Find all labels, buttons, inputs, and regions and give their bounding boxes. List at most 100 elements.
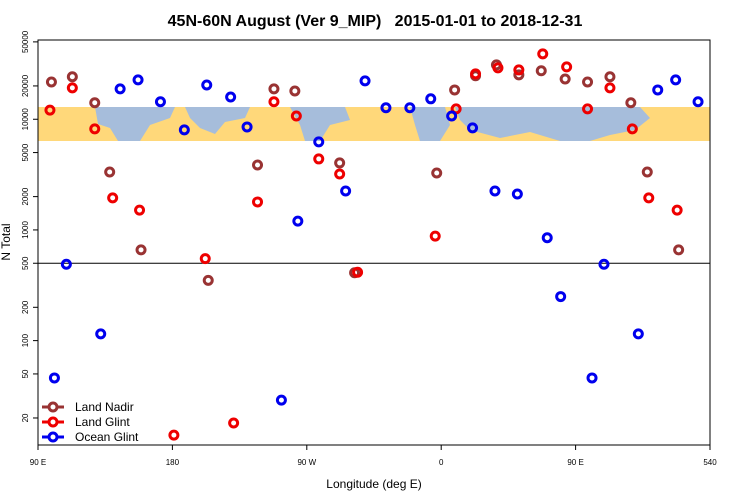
point [513, 69, 525, 81]
y-tick-label: 1000 [21, 220, 30, 238]
point [275, 394, 287, 406]
map-land [455, 107, 650, 141]
point [95, 328, 107, 340]
y-tick-label: 2000 [21, 187, 30, 205]
point [449, 84, 461, 96]
point [154, 96, 166, 108]
x-tick-label: 180 [166, 458, 180, 467]
map-land [185, 107, 250, 134]
point [268, 96, 280, 108]
y-tick-label: 500 [21, 256, 30, 270]
x-tick-label: 90 E [30, 458, 46, 467]
x-tick-label: 90 W [297, 458, 316, 467]
x-tick-label: 540 [703, 458, 717, 467]
point [114, 83, 126, 95]
point [135, 244, 147, 256]
x-axis-label: Longitude (deg E) [326, 477, 421, 491]
y-tick-label: 100 [21, 333, 30, 347]
point [340, 185, 352, 197]
series [48, 74, 704, 406]
point [643, 192, 655, 204]
point [555, 291, 567, 303]
point [604, 82, 616, 94]
point [132, 74, 144, 86]
point [632, 328, 644, 340]
point [446, 110, 458, 122]
y-tick-label: 20 [21, 413, 30, 422]
point [625, 97, 637, 109]
point [380, 102, 392, 114]
point [561, 61, 573, 73]
point [559, 73, 571, 85]
legend-label: Land Glint [75, 415, 130, 429]
point [292, 215, 304, 227]
map-land [290, 107, 350, 141]
y-tick-label: 200 [21, 300, 30, 314]
point [252, 159, 264, 171]
point [425, 93, 437, 105]
legend-marker [47, 416, 59, 428]
point [598, 258, 610, 270]
point [334, 168, 346, 180]
point [168, 429, 180, 441]
point [511, 188, 523, 200]
point [670, 74, 682, 86]
point [89, 97, 101, 109]
y-tick-label: 5000 [21, 143, 30, 161]
point [652, 84, 664, 96]
point [671, 204, 683, 216]
point [252, 196, 264, 208]
legend-label: Land Nadir [75, 400, 134, 414]
point [582, 103, 594, 115]
point [178, 124, 190, 136]
point [134, 204, 146, 216]
point [66, 71, 78, 83]
point [489, 185, 501, 197]
point [604, 71, 616, 83]
point [673, 244, 685, 256]
point [66, 82, 78, 94]
plot-frame [37, 39, 711, 446]
x-tick-label: 90 E [567, 458, 583, 467]
point [201, 79, 213, 91]
point [359, 75, 371, 87]
point [313, 136, 325, 148]
x-tick-label: 0 [439, 458, 444, 467]
point [104, 166, 116, 178]
point [334, 157, 346, 169]
point [225, 91, 237, 103]
point [692, 96, 704, 108]
point [537, 48, 549, 60]
point [626, 123, 638, 135]
point [48, 372, 60, 384]
map-land [95, 107, 175, 141]
y-axis-label: N Total [0, 223, 13, 260]
legend-marker [47, 401, 59, 413]
point [60, 258, 72, 270]
point [492, 62, 504, 74]
point [289, 85, 301, 97]
point [641, 166, 653, 178]
point [586, 372, 598, 384]
point [290, 110, 302, 122]
legend-label: Ocean Glint [75, 430, 139, 444]
point [228, 417, 240, 429]
series [44, 48, 683, 441]
point [404, 102, 416, 114]
point [202, 274, 214, 286]
point [541, 232, 553, 244]
legend-marker [47, 431, 59, 443]
point [199, 253, 211, 265]
point [513, 64, 525, 76]
map-band [38, 107, 710, 141]
y-tick-label: 20000 [21, 74, 30, 97]
point [429, 230, 441, 242]
point [45, 76, 57, 88]
y-tick-label: 50 [21, 369, 30, 378]
point [470, 68, 482, 80]
map-land [410, 107, 450, 141]
point [241, 121, 253, 133]
point [535, 65, 547, 77]
